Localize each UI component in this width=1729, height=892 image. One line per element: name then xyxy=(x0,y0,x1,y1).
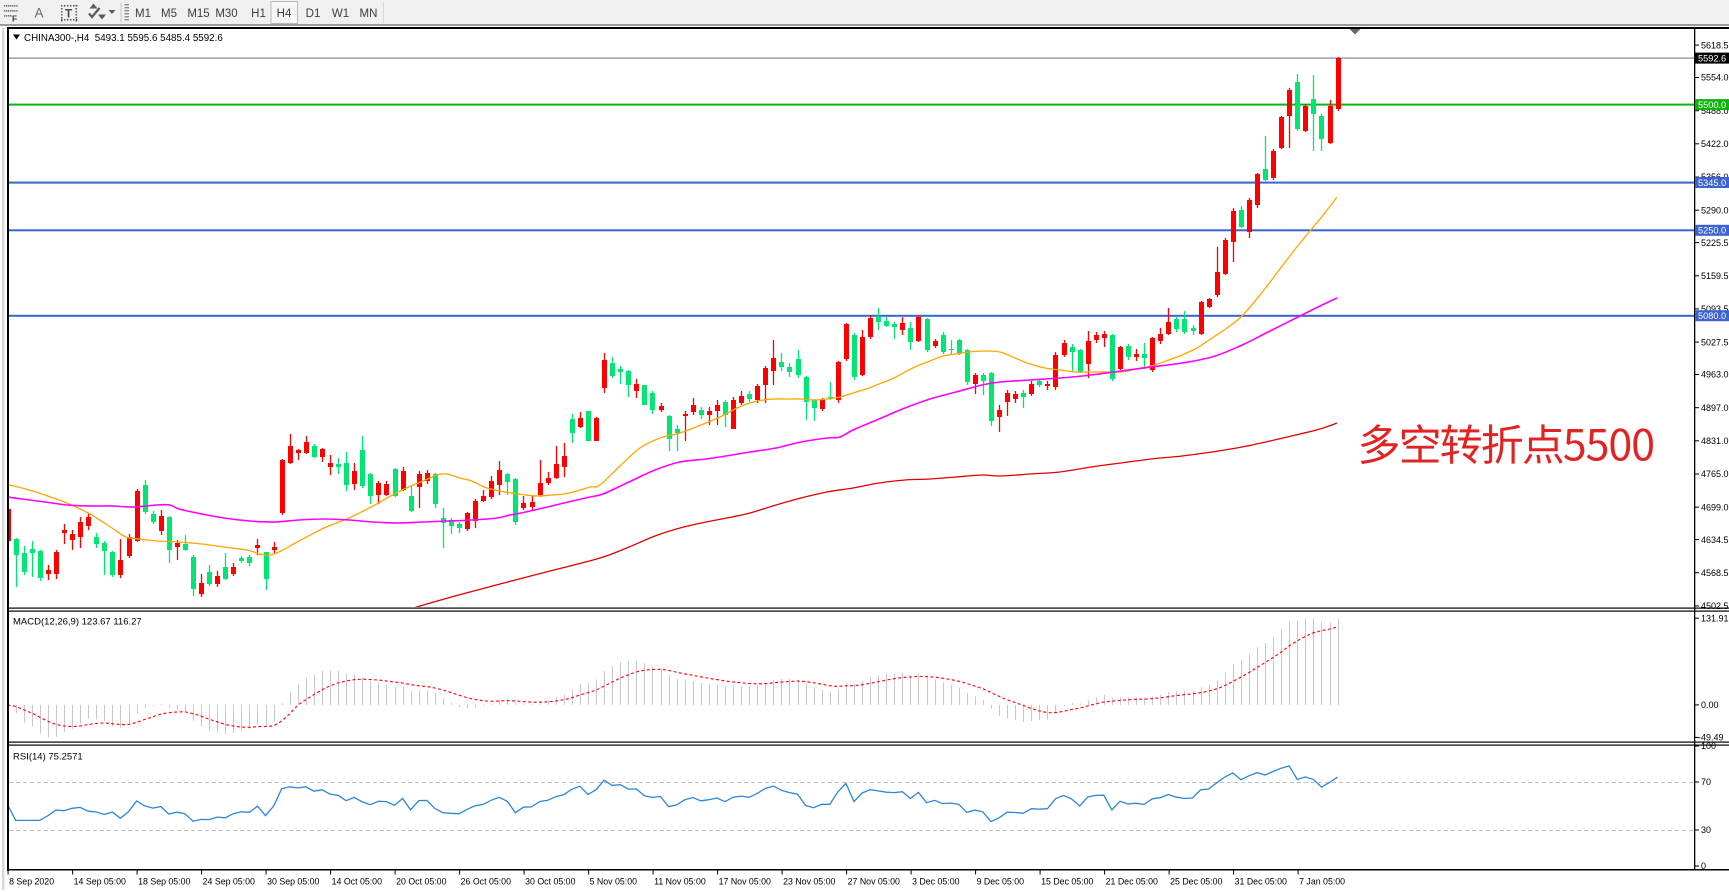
svg-text:M30: M30 xyxy=(215,8,237,20)
svg-text:4634.5: 4634.5 xyxy=(1701,535,1729,545)
svg-text:14 Oct 05:00: 14 Oct 05:00 xyxy=(332,877,382,887)
svg-text:4699.0: 4699.0 xyxy=(1701,502,1729,512)
svg-text:5159.5: 5159.5 xyxy=(1701,271,1729,281)
svg-text:70: 70 xyxy=(1701,777,1711,787)
svg-text:5 Nov 05:00: 5 Nov 05:00 xyxy=(590,877,638,887)
svg-text:4765.0: 4765.0 xyxy=(1701,469,1729,479)
svg-text:4963.0: 4963.0 xyxy=(1701,370,1729,380)
svg-text:23 Nov 05:00: 23 Nov 05:00 xyxy=(783,877,835,887)
svg-text:100: 100 xyxy=(1701,741,1716,751)
svg-text:MACD(12,26,9) 123.67 116.27: MACD(12,26,9) 123.67 116.27 xyxy=(13,617,142,628)
svg-text:5080.0: 5080.0 xyxy=(1698,311,1726,321)
svg-text:5592.6: 5592.6 xyxy=(1698,53,1726,63)
svg-text:M5: M5 xyxy=(161,8,177,20)
svg-text:30 Oct 05:00: 30 Oct 05:00 xyxy=(525,877,575,887)
svg-text:3 Dec 05:00: 3 Dec 05:00 xyxy=(912,877,960,887)
svg-text:RSI(14) 75.2571: RSI(14) 75.2571 xyxy=(13,752,83,763)
svg-text:M1: M1 xyxy=(135,8,151,20)
svg-text:8 Sep 2020: 8 Sep 2020 xyxy=(9,877,54,887)
svg-text:M15: M15 xyxy=(187,8,209,20)
svg-text:5422.0: 5422.0 xyxy=(1701,139,1729,149)
svg-text:5500.0: 5500.0 xyxy=(1698,100,1726,110)
svg-text:17 Nov 05:00: 17 Nov 05:00 xyxy=(719,877,771,887)
svg-text:W1: W1 xyxy=(332,8,349,20)
svg-text:9 Dec 05:00: 9 Dec 05:00 xyxy=(977,877,1025,887)
svg-text:14 Sep 05:00: 14 Sep 05:00 xyxy=(74,877,126,887)
svg-text:15 Dec 05:00: 15 Dec 05:00 xyxy=(1041,877,1093,887)
svg-text:5290.0: 5290.0 xyxy=(1701,205,1729,215)
svg-text:26 Oct 05:00: 26 Oct 05:00 xyxy=(461,877,511,887)
svg-text:5225.5: 5225.5 xyxy=(1701,238,1729,248)
svg-text:A: A xyxy=(34,6,43,21)
svg-text:-49.49: -49.49 xyxy=(1698,733,1724,743)
svg-text:5027.5: 5027.5 xyxy=(1701,337,1729,347)
svg-text:F: F xyxy=(12,14,17,24)
svg-text:5093.5: 5093.5 xyxy=(1701,304,1729,314)
svg-text:5345.0: 5345.0 xyxy=(1698,178,1726,188)
svg-text:27 Nov 05:00: 27 Nov 05:00 xyxy=(848,877,900,887)
svg-text:MN: MN xyxy=(360,8,378,20)
svg-text:T: T xyxy=(65,7,73,21)
svg-text:24 Sep 05:00: 24 Sep 05:00 xyxy=(203,877,255,887)
svg-text:4568.5: 4568.5 xyxy=(1701,568,1729,578)
svg-text:4831.0: 4831.0 xyxy=(1701,436,1729,446)
svg-text:18 Sep 05:00: 18 Sep 05:00 xyxy=(138,877,190,887)
svg-text:21 Dec 05:00: 21 Dec 05:00 xyxy=(1106,877,1158,887)
svg-text:0: 0 xyxy=(1701,861,1706,871)
svg-text:H4: H4 xyxy=(277,8,292,20)
svg-text:5488.0: 5488.0 xyxy=(1701,106,1729,116)
svg-text:31 Dec 05:00: 31 Dec 05:00 xyxy=(1235,877,1287,887)
svg-text:30 Sep 05:00: 30 Sep 05:00 xyxy=(267,877,319,887)
svg-text:131.91: 131.91 xyxy=(1701,613,1729,623)
svg-text:11 Nov 05:00: 11 Nov 05:00 xyxy=(654,877,706,887)
svg-text:30: 30 xyxy=(1701,825,1711,835)
svg-text:D1: D1 xyxy=(306,8,321,20)
svg-text:7 Jan 05:00: 7 Jan 05:00 xyxy=(1299,877,1345,887)
svg-text:4502.5: 4502.5 xyxy=(1701,601,1729,611)
svg-text:5554.0: 5554.0 xyxy=(1701,73,1729,83)
svg-text:5250.0: 5250.0 xyxy=(1698,226,1726,236)
svg-text:H1: H1 xyxy=(251,8,266,20)
svg-text:4897.0: 4897.0 xyxy=(1701,403,1729,413)
svg-text:20 Oct 05:00: 20 Oct 05:00 xyxy=(396,877,446,887)
svg-text:25 Dec 05:00: 25 Dec 05:00 xyxy=(1170,877,1222,887)
svg-text:CHINA300-,H4 5493.1 5595.6 54: CHINA300-,H4 5493.1 5595.6 5485.4 5592.6 xyxy=(24,33,223,44)
svg-text:5618.5: 5618.5 xyxy=(1701,40,1729,50)
svg-text:0.00: 0.00 xyxy=(1701,700,1719,710)
